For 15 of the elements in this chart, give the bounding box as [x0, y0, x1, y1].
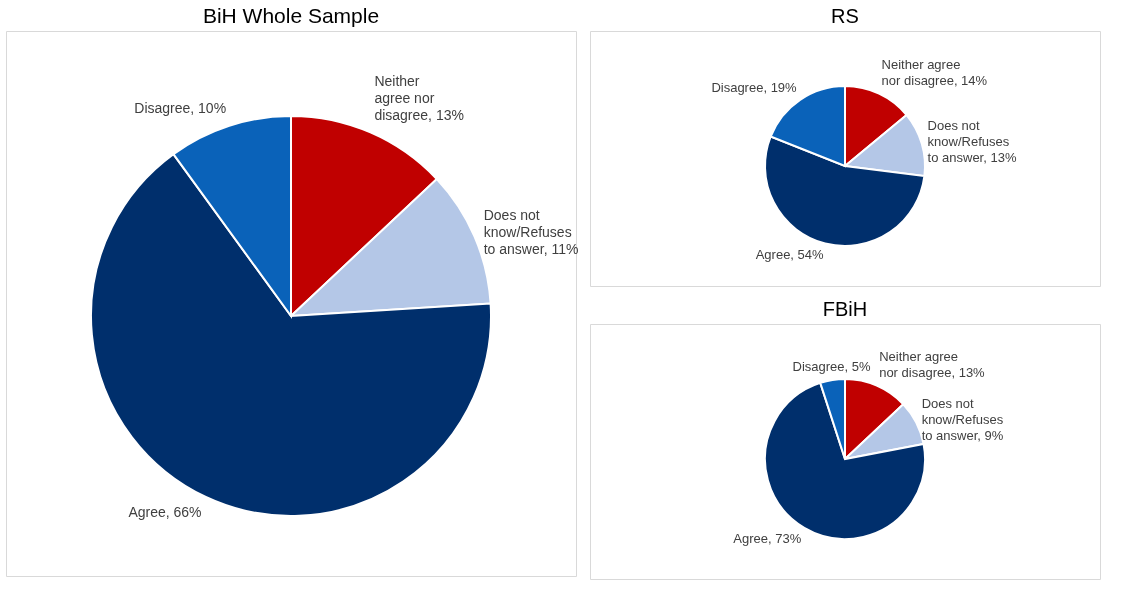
- chart-title: RS: [831, 5, 859, 27]
- slice-label: Neither agree nor disagree, 13%: [879, 349, 986, 381]
- slice-label: Does not know/Refuses to answer, 13%: [927, 118, 1017, 166]
- slice-label: Neither agree nor disagree, 13%: [374, 73, 464, 124]
- slice-label: Does not know/Refuses to answer, 9%: [921, 395, 1004, 443]
- slice-label: Disagree, 5%: [792, 359, 871, 375]
- chart-title: FBiH: [822, 298, 868, 320]
- slice-label: Neither agree nor disagree, 14%: [881, 57, 988, 89]
- chart-title: BiH Whole Sample: [202, 4, 380, 27]
- slice-label: Agree, 54%: [755, 247, 825, 263]
- slice-label: Agree, 73%: [733, 531, 802, 547]
- slice-label: Disagree, 10%: [134, 100, 227, 117]
- slice-label: Disagree, 19%: [711, 79, 798, 95]
- slice-label: Does not know/Refuses to answer, 11%: [483, 206, 579, 257]
- slice-label: Agree, 66%: [128, 504, 202, 521]
